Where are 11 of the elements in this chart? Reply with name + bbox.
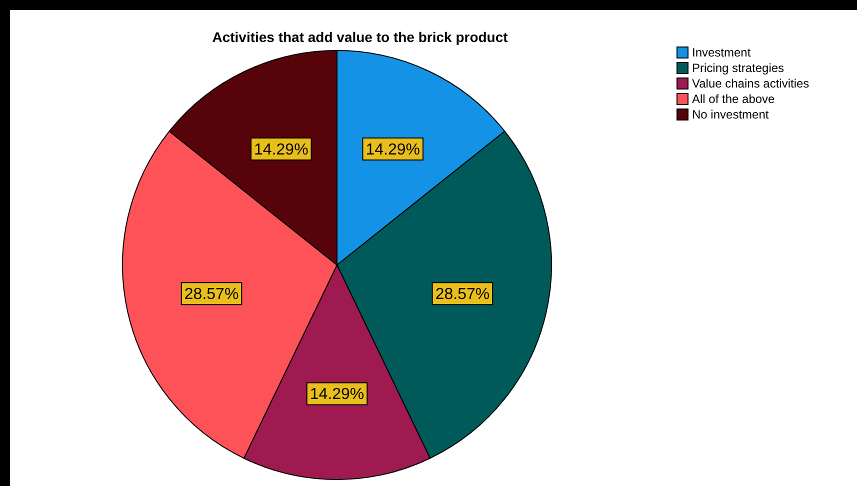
legend-label: Pricing strategies <box>692 60 784 75</box>
chart-title: Activities that add value to the brick product <box>212 28 508 45</box>
legend-label: Value chains activities <box>692 76 810 90</box>
data-label: 14.29% <box>366 141 420 158</box>
legend-label: All of the above <box>692 92 776 106</box>
data-label: 28.57% <box>435 286 490 304</box>
legend-label: No investment <box>692 107 770 122</box>
data-label: 14.29% <box>254 141 308 158</box>
data-label: 28.57% <box>184 286 239 304</box>
legend-label: Investment <box>692 45 752 60</box>
data-label: 14.29% <box>310 386 364 404</box>
